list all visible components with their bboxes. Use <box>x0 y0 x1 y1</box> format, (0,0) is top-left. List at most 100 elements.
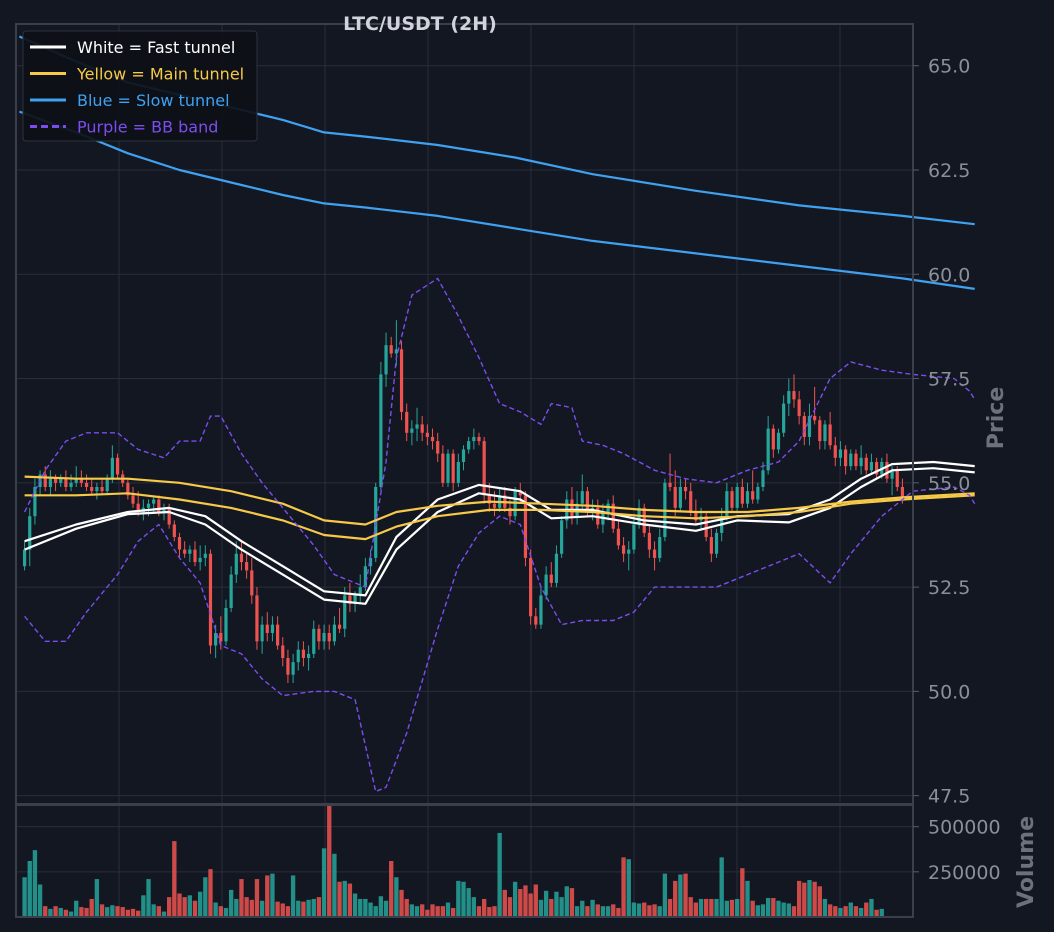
volume-bar <box>729 899 735 917</box>
volume-bar <box>342 880 347 917</box>
volume-bar <box>838 907 843 917</box>
volume-bar <box>518 889 523 917</box>
volume-bar <box>559 897 564 917</box>
series-line <box>19 110 975 290</box>
volume-bar <box>89 898 94 917</box>
volume-bar <box>290 875 296 917</box>
volume-tick-label: 250000 <box>928 862 1001 884</box>
candle-body <box>286 658 290 675</box>
legend-label: White = Fast tunnel <box>77 38 235 57</box>
volume-bar <box>115 906 120 917</box>
volume-bar <box>228 889 234 917</box>
volume-bar <box>776 900 781 917</box>
price-tick-label: 62.5 <box>928 160 970 182</box>
volume-bar <box>378 896 384 917</box>
candle-body <box>874 461 879 475</box>
volume-bar <box>662 873 668 917</box>
candle-body <box>683 486 688 492</box>
volume-bar <box>740 868 745 917</box>
volume-tick-label: 500000 <box>928 817 1001 839</box>
volume-bar <box>105 907 110 917</box>
volume-bar <box>249 899 254 917</box>
series-line <box>24 492 975 541</box>
volume-bar <box>177 893 182 917</box>
volume-bar <box>383 900 389 917</box>
volume-bar <box>760 904 766 917</box>
volume-bar <box>693 902 699 917</box>
chart-title: LTC/USDT (2H) <box>343 13 497 35</box>
candle-body <box>451 453 455 483</box>
candle-body <box>854 453 858 467</box>
candle-body <box>823 424 827 442</box>
candle-body <box>265 624 269 633</box>
price-tick-label: 52.5 <box>928 577 970 599</box>
candle-body <box>358 587 362 596</box>
candle-body <box>239 553 244 563</box>
candle-body <box>100 486 104 492</box>
candle-body <box>64 478 68 487</box>
volume-bar <box>53 906 58 917</box>
volume-bar <box>786 903 791 917</box>
volume-bar <box>585 906 590 917</box>
candle-body <box>348 595 352 604</box>
volume-bar <box>311 898 316 917</box>
volume-bar <box>574 906 580 917</box>
candle-body <box>322 632 326 642</box>
volume-bars <box>22 806 884 917</box>
candle-body <box>131 495 135 504</box>
candle-body <box>22 549 27 567</box>
volume-bar <box>626 859 631 917</box>
candle-body <box>694 512 698 521</box>
volume-bar <box>79 907 84 917</box>
volume-bar <box>280 903 285 917</box>
volume-bar <box>791 906 797 917</box>
candle-body <box>43 474 47 487</box>
price-tick-label: 60.0 <box>928 264 970 286</box>
candle-body <box>337 624 342 629</box>
candle-body <box>652 549 657 558</box>
volume-bar <box>43 906 48 917</box>
candle-body <box>436 441 440 454</box>
series-line <box>24 486 976 793</box>
volume-bar <box>352 893 358 917</box>
candle-body <box>523 495 528 558</box>
candle-body <box>203 553 207 558</box>
candle-body <box>544 574 548 596</box>
volume-bar <box>657 906 662 917</box>
indicator-lines <box>18 35 976 793</box>
candle-body <box>208 553 213 646</box>
volume-bar <box>569 888 575 917</box>
candle-body <box>296 649 300 663</box>
candle-body <box>797 399 801 417</box>
volume-bar <box>554 891 559 917</box>
candle-body <box>188 549 192 554</box>
volume-bar <box>807 879 812 917</box>
candle-body <box>849 453 853 467</box>
candle-body <box>467 441 471 450</box>
candle-body <box>74 478 78 483</box>
volume-bar <box>564 886 569 917</box>
candle-body <box>844 449 848 467</box>
volume-bar <box>316 897 322 917</box>
candle-body <box>69 482 73 487</box>
volume-bar <box>595 904 600 917</box>
volume-bar <box>435 906 440 917</box>
volume-bar <box>37 884 43 917</box>
volume-bar <box>471 897 476 917</box>
candle-body <box>900 486 905 500</box>
candle-body <box>518 491 522 496</box>
candle-body <box>276 624 280 646</box>
volume-bar <box>136 910 141 917</box>
candle-body <box>787 391 791 404</box>
volume-bar <box>781 902 786 917</box>
volume-bar <box>843 906 848 917</box>
candle-body <box>327 632 331 642</box>
volume-bar <box>84 907 89 917</box>
candle-body <box>229 574 233 608</box>
candle-body <box>110 457 114 479</box>
volume-bar <box>497 833 502 917</box>
legend-label: Purple = BB band <box>77 118 218 137</box>
price-tick-label: 47.5 <box>928 786 970 808</box>
candle-body <box>529 557 533 617</box>
candle-body <box>761 470 765 487</box>
